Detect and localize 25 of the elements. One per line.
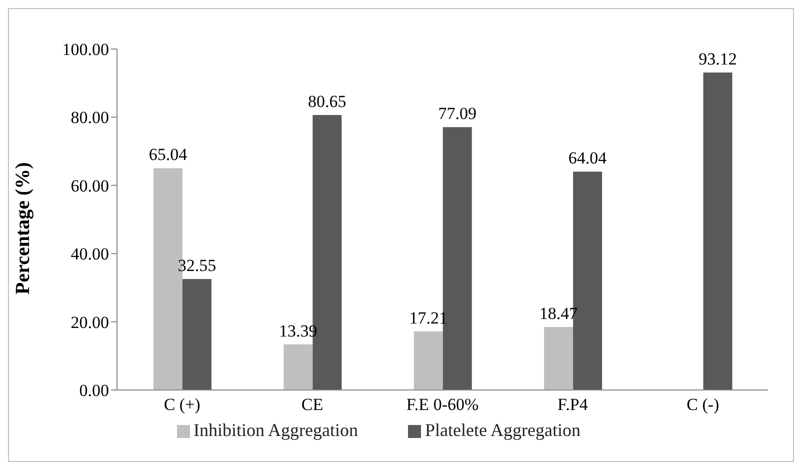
- y-axis-title: Percentage (%): [12, 162, 34, 294]
- legend-label: Platelete Aggregation: [425, 420, 580, 440]
- x-tick-label: CE: [301, 395, 324, 414]
- x-tick-label: F.P4: [558, 395, 588, 414]
- x-tick-label: C (-): [686, 395, 720, 414]
- x-tick-label: C (+): [164, 395, 200, 414]
- bar: [703, 72, 732, 390]
- y-tick-label: 0.00: [79, 381, 109, 400]
- data-label: 77.09: [438, 104, 476, 124]
- data-label: 93.12: [698, 49, 737, 68]
- bar: [182, 279, 212, 390]
- data-label: 65.04: [148, 145, 188, 164]
- data-label: 32.55: [178, 256, 216, 276]
- y-tick-label: 20.00: [70, 312, 109, 332]
- x-tick-label: F.E 0-60%: [406, 395, 479, 414]
- data-label: 80.65: [308, 92, 346, 111]
- y-tick-label: 60.00: [70, 176, 109, 196]
- bar: [414, 331, 443, 390]
- y-tick-label: 100.00: [62, 40, 109, 60]
- legend-label: Inhibition Aggregation: [194, 420, 358, 440]
- bar: [284, 344, 313, 390]
- y-tick-label: 80.00: [70, 108, 109, 128]
- bar: [544, 327, 574, 390]
- data-label: 64.04: [568, 148, 608, 168]
- y-tick-label: 40.00: [70, 244, 109, 264]
